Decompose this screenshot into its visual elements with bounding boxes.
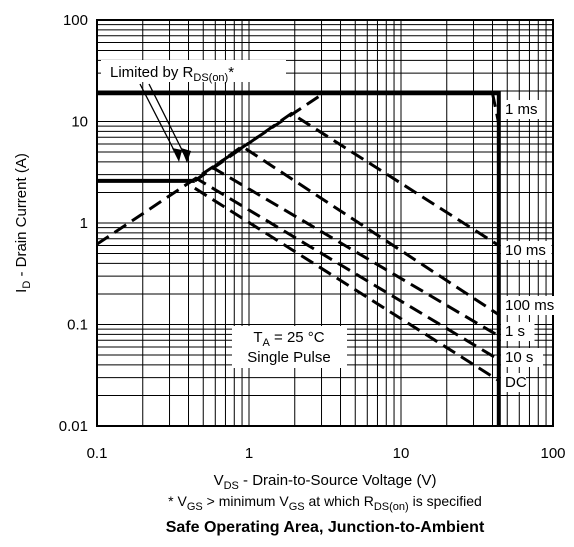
curve-label: 10 s [505, 349, 533, 366]
x-tick-label: 100 [540, 445, 565, 462]
curve-label: 1 ms [505, 101, 538, 118]
x-tick-label: 10 [393, 445, 410, 462]
series-layer [96, 91, 501, 426]
y-tick-label: 10 [71, 114, 88, 131]
y-tick-labels: 0.01 0.1 1 10 100 [59, 12, 88, 435]
series-line-10-ms [193, 111, 500, 247]
y-axis-label: ID - Drain Current (A) [13, 153, 33, 293]
curve-label: 100 ms [505, 297, 554, 314]
series-line-limit-6 [97, 91, 501, 426]
conditions-box-bg [232, 326, 347, 368]
limited-annotation-bg [101, 60, 286, 82]
series-line-100-ms [193, 144, 500, 316]
curve-label-bg [501, 296, 560, 315]
series-line-1-ms [96, 91, 501, 246]
x-tick-label: 0.1 [87, 445, 108, 462]
arrow-head-1 [181, 148, 191, 163]
curve-label-bg [501, 348, 543, 367]
curve-label-bg [501, 241, 552, 260]
x-tick-label: 1 [245, 445, 253, 462]
y-tick-label: 0.1 [67, 317, 88, 334]
limited-arrows [139, 83, 187, 159]
curve-label: DC [505, 374, 527, 391]
y-tick-label: 1 [80, 215, 88, 232]
curve-label-bg [501, 322, 535, 341]
x-axis-label: VDS - Drain-to-Source Voltage (V) [214, 472, 437, 492]
curve-label: 10 ms [505, 242, 546, 259]
footnote: * VGS > minimum VGS at which RDS(on) is … [168, 493, 482, 513]
curve-label: 1 s [505, 323, 525, 340]
curve-labels: 1 ms 10 ms 100 ms 1 s 10 s DC [501, 100, 560, 392]
x-tick-labels: 0.1 1 10 100 [87, 445, 566, 462]
single-pulse-annotation: Single Pulse [247, 349, 330, 366]
y-tick-label: 100 [63, 12, 88, 29]
series-line-10-s [193, 176, 500, 361]
plot-frame [96, 19, 554, 427]
series-line-1-s [193, 166, 500, 338]
ta-annotation: TA = 25 °C [253, 329, 324, 349]
curve-label-bg [501, 100, 543, 119]
series-line-DC [193, 186, 500, 382]
curve-label-bg [501, 373, 526, 392]
y-tick-label: 0.01 [59, 418, 88, 435]
limited-annotation: Limited by RDS(on)* [110, 64, 234, 84]
arrow-head-2 [172, 148, 182, 162]
chart-title: Safe Operating Area, Junction-to-Ambient [166, 519, 485, 536]
